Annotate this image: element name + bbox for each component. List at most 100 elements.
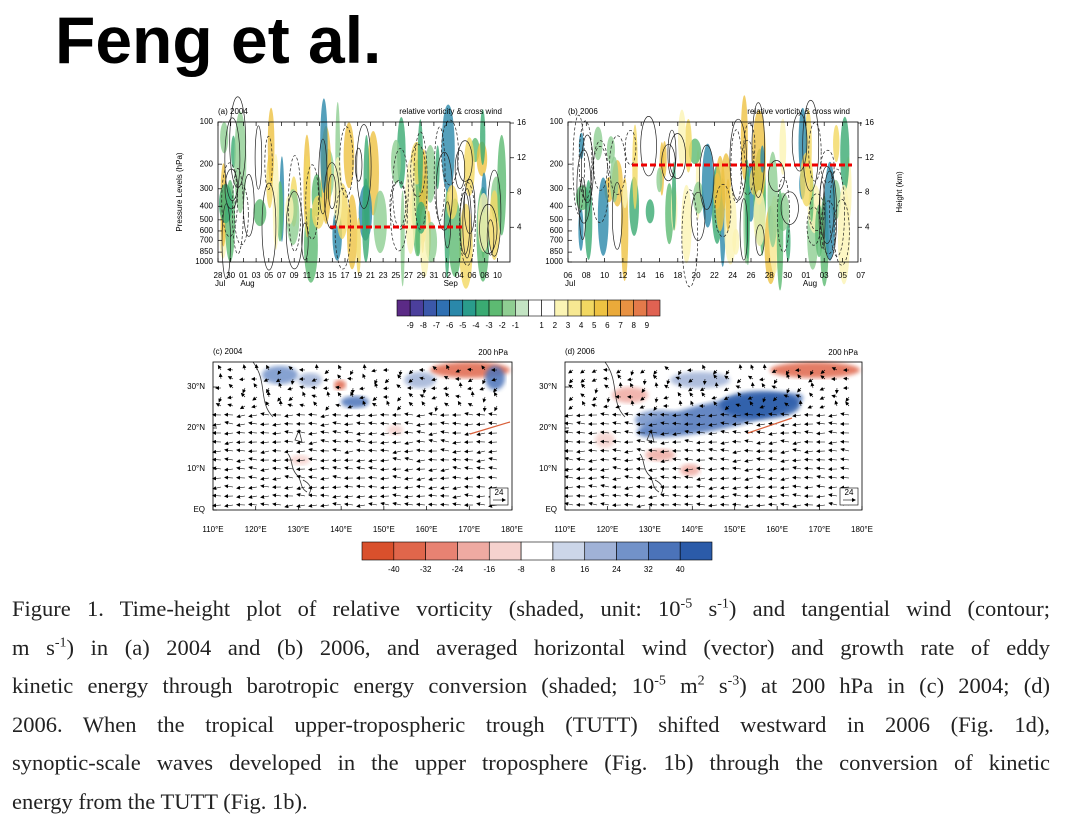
wind-vector <box>564 456 574 461</box>
contour <box>777 176 790 253</box>
wind-vector <box>278 400 283 407</box>
wind-vector <box>840 457 850 462</box>
wind-vector <box>756 457 766 462</box>
height-tick-label: 4 <box>517 222 522 231</box>
wind-vector <box>588 458 598 463</box>
wind-vector <box>344 494 354 499</box>
wind-vector <box>750 382 755 389</box>
wind-vector <box>260 468 270 472</box>
wind-vector <box>416 458 426 463</box>
wind-vector <box>215 403 222 407</box>
contour <box>780 191 799 225</box>
colorbar-box <box>567 299 582 317</box>
contour <box>433 126 446 221</box>
wind-vector <box>347 404 354 409</box>
y-tick-label: 700 <box>550 235 564 244</box>
shading <box>400 190 405 287</box>
wind-vector <box>224 503 234 508</box>
y-tick-label: 100 <box>200 117 214 126</box>
wind-vector <box>708 431 718 436</box>
wind-vector <box>603 404 610 409</box>
wind-vector <box>368 413 378 418</box>
wind-vector <box>624 474 634 479</box>
contour <box>833 199 850 266</box>
x-tick-label: 10 <box>600 271 609 280</box>
wind-vector <box>624 486 634 491</box>
shading <box>715 155 726 232</box>
colorbar-box <box>646 299 661 317</box>
wind-vector <box>236 448 246 453</box>
y-tick-label: 850 <box>550 247 564 256</box>
x-tick-label: 31 <box>429 271 438 280</box>
wind-vector <box>708 486 718 491</box>
wind-vector <box>580 369 586 374</box>
contour <box>829 168 845 257</box>
wind-vector <box>356 484 366 489</box>
wind-vector <box>576 421 586 425</box>
wind-vector <box>732 466 742 471</box>
contour <box>791 112 808 172</box>
wind-vector <box>260 476 270 481</box>
wind-vector <box>808 378 814 383</box>
wind-vector <box>819 396 826 400</box>
wind-vector <box>780 459 790 463</box>
wind-vector <box>630 400 635 407</box>
x-tick-label: 12 <box>618 271 627 280</box>
wind-vector <box>687 387 694 392</box>
colorbar-box <box>541 299 556 317</box>
month-label: Jul <box>215 279 225 288</box>
wind-vector <box>356 413 366 418</box>
contour <box>324 162 340 230</box>
map-panel: 24 (d) 2006 200 hPa 110°E 120°E 130°E 140°E 150… <box>539 347 873 534</box>
contour <box>487 169 502 257</box>
x-tick-label: 13 <box>315 271 324 280</box>
wind-vector <box>467 386 474 391</box>
contour <box>730 129 743 203</box>
wind-vector <box>308 457 318 462</box>
colorbar-label: 9 <box>645 321 650 330</box>
wind-vector <box>368 502 378 507</box>
wind-vector <box>212 486 222 491</box>
wind-vector <box>440 502 450 507</box>
x-tick-label: 11 <box>303 271 312 280</box>
wind-vector <box>702 378 707 385</box>
wind-vector <box>735 403 742 408</box>
pressure-level: 200 hPa <box>828 348 858 357</box>
shading <box>645 199 655 224</box>
wind-vector <box>392 501 402 506</box>
colorbar: -40 -32 -24 -16 -8 8 16 24 32 40 <box>361 541 713 574</box>
wind-vector <box>642 378 647 385</box>
wind-vector <box>368 431 378 436</box>
wind-vector <box>672 432 682 437</box>
x-tick-label: 140°E <box>330 525 352 534</box>
wind-vector <box>476 412 486 417</box>
wind-vector <box>432 366 438 371</box>
wind-vector <box>652 374 658 380</box>
wind-vector <box>738 364 743 371</box>
wind-vector <box>744 504 754 509</box>
shading <box>218 183 233 224</box>
wind-vector <box>416 502 426 507</box>
wind-vector <box>308 421 318 426</box>
wind-vector <box>320 414 330 419</box>
y-tick-label: EQ <box>545 505 557 514</box>
x-tick-label: 09 <box>290 271 299 280</box>
wind-vector <box>786 387 791 394</box>
contour <box>435 151 453 231</box>
wind-vector <box>648 448 658 453</box>
wind-vector <box>576 413 586 418</box>
shading <box>320 98 328 194</box>
x-tick-label: 26 <box>747 271 756 280</box>
wind-vector <box>792 493 802 497</box>
colorbar-label: 4 <box>579 321 584 330</box>
wind-vector <box>467 367 474 372</box>
wind-vector <box>440 430 450 435</box>
wind-vector <box>431 395 438 400</box>
contour <box>690 191 706 242</box>
x-tick-label: 160°E <box>416 525 438 534</box>
month-label: Sep <box>444 279 459 288</box>
wind-vector <box>792 422 802 427</box>
wind-vector <box>332 439 342 444</box>
wind-vector <box>344 430 354 435</box>
superscript: 2 <box>697 673 705 689</box>
